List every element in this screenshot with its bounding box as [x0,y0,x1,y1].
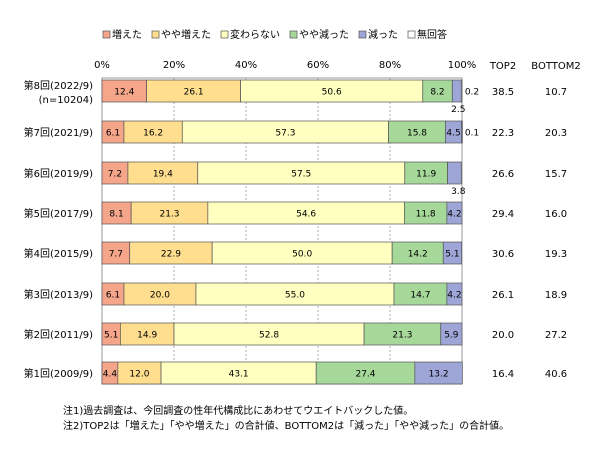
legend-label: 増えた [112,28,142,41]
data-label: 43.1 [229,370,249,380]
category-sublabel: (n=10204) [39,95,93,106]
bar-segment [442,241,462,265]
legend-label: 変わらない [230,28,280,41]
data-label: 20.0 [150,291,170,301]
data-label: 27.4 [355,370,375,380]
bar-segment [461,120,463,144]
column-header-top2: TOP2 [489,61,516,72]
extra-value: 15.7 [545,169,567,180]
category-label: 第5回(2017/9) [24,207,93,220]
extra-value: 38.5 [492,87,514,98]
data-label: 54.6 [296,210,316,220]
category-label: 第4回(2015/9) [24,247,93,260]
legend-swatch [151,30,160,39]
data-label: 14.2 [408,250,428,260]
footnote-2: 注2)TOP2は「増えた」「やや増えた」の合計値、BOTTOM2は「減った」「や… [63,421,510,432]
data-label: 0.1 [465,129,479,139]
data-label: 50.0 [292,250,312,260]
data-label: 15.8 [407,129,427,139]
data-label: 4.2 [447,210,461,220]
legend-label: やや増えた [161,28,211,41]
extra-value: 26.1 [492,290,514,301]
category-label: 第8回(2022/9) [24,79,93,92]
data-label: 13.2 [429,370,449,380]
bar-segment [451,79,462,103]
category-label: 第3回(2013/9) [24,288,93,301]
extra-value: 10.7 [545,87,567,98]
legend-swatch [358,30,367,39]
category-label: 第7回(2021/9) [24,126,93,139]
data-label: 55.0 [285,291,305,301]
data-label: 0.2 [465,88,479,98]
data-label: 11.9 [416,170,436,180]
data-label: 5.1 [445,250,459,260]
bar-segment [447,161,462,185]
x-tick-label: 100% [448,60,477,71]
data-label: 21.3 [159,210,179,220]
data-label: 14.9 [137,331,157,341]
data-label: 14.7 [410,291,430,301]
footnote-1: 注1)過去調査は、今回調査の性年代構成比にあわせてウエイトバックした値。 [63,406,414,417]
legend-swatch [102,30,111,39]
extra-value: 26.6 [492,169,514,180]
legend-swatch [407,30,416,39]
extra-value: 20.3 [545,128,567,139]
legend-label: 無回答 [417,28,447,41]
data-label: 2.5 [451,105,465,115]
data-label: 7.7 [109,250,123,260]
column-header-bottom2: BOTTOM2 [531,61,580,72]
legend-swatch [220,30,229,39]
extra-value: 16.0 [545,209,567,220]
bar-segment [446,282,463,306]
extra-value: 20.0 [492,330,514,341]
legend-label: 減った [368,28,398,41]
x-tick-label: 0% [94,60,110,71]
category-label: 第6回(2019/9) [24,167,93,180]
category-label: 第1回(2009/9) [24,367,93,380]
data-label: 4.4 [103,370,118,380]
data-label: 4.2 [447,291,461,301]
data-label: 8.1 [109,210,123,220]
legend-swatch [289,30,298,39]
extra-value: 29.4 [492,209,514,220]
extra-value: 16.4 [492,369,514,380]
data-label: 57.3 [275,129,295,139]
x-tick-label: 20% [163,60,185,71]
data-label: 21.3 [392,331,412,341]
data-label: 52.8 [259,331,279,341]
bar-segment [446,201,463,225]
data-label: 22.9 [161,250,181,260]
extra-value: 30.6 [492,249,514,260]
category-label: 第2回(2011/9) [24,328,93,341]
data-label: 6.1 [106,129,120,139]
data-label: 6.1 [106,291,120,301]
data-label: 57.5 [291,170,311,180]
data-label: 16.2 [143,129,163,139]
extra-value: 18.9 [545,290,567,301]
data-label: 5.9 [444,331,459,341]
bar-segment [440,322,463,346]
data-label: 12.4 [114,88,134,98]
data-label: 26.1 [184,88,204,98]
extra-value: 19.3 [545,249,567,260]
extra-value: 40.6 [545,369,567,380]
data-label: 50.6 [322,88,342,98]
x-tick-label: 40% [235,60,257,71]
data-label: 5.1 [104,331,118,341]
data-label: 7.2 [108,170,122,180]
data-label: 4.5 [446,129,460,139]
legend-label: やや減った [299,28,349,41]
data-label: 19.4 [153,170,173,180]
bar-segment [460,79,463,103]
extra-value: 22.3 [492,128,514,139]
x-tick-label: 60% [307,60,329,71]
bar-segment [414,361,463,385]
extra-value: 27.2 [545,330,567,341]
data-label: 3.8 [451,187,466,197]
data-label: 11.8 [416,210,436,220]
data-label: 12.0 [129,370,149,380]
data-label: 8.2 [430,88,444,98]
x-tick-label: 80% [379,60,401,71]
